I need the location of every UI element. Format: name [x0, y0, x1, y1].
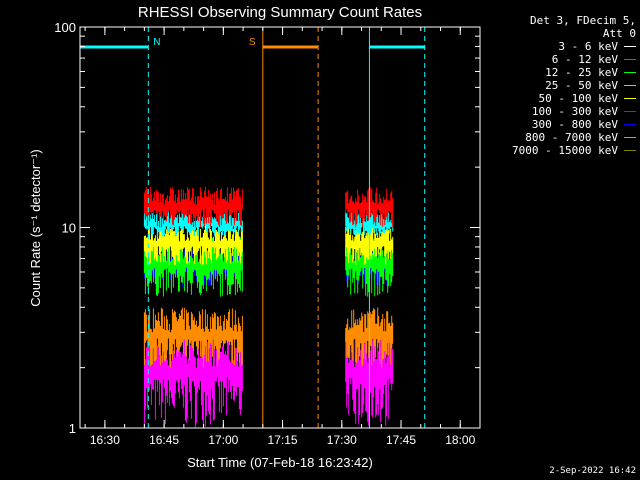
trace-100-300kev-seg0: [143, 186, 243, 228]
trace-800-7000kev-seg0: [143, 307, 243, 368]
x-tick-label-5: 17:45: [386, 433, 416, 447]
annotation-label-s: S: [249, 37, 256, 48]
legend-swatch: [624, 59, 636, 60]
legend-swatch: [624, 150, 636, 151]
legend-item-label: 50 - 100 keV: [538, 92, 618, 105]
legend-item: 6 - 12 keV: [480, 53, 636, 66]
x-tick-label-4: 17:30: [327, 433, 357, 447]
legend-item: 25 - 50 keV: [480, 79, 636, 92]
legend-swatch: [624, 124, 636, 125]
legend-item: 800 - 7000 keV: [480, 131, 636, 144]
legend-header-line1: Det 3, FDecim 5,: [530, 14, 636, 27]
legend-item-label: 800 - 7000 keV: [525, 131, 618, 144]
legend-swatch: [624, 72, 636, 73]
chart-title: RHESSI Observing Summary Count Rates: [138, 4, 422, 21]
trace-50-100kev-seg0: [143, 223, 243, 265]
legend-item: 3 - 6 keV: [480, 40, 636, 53]
legend-item-label: 25 - 50 keV: [545, 79, 618, 92]
x-axis-label: Start Time (07-Feb-18 16:23:42): [187, 455, 373, 470]
legend-item-label: 12 - 25 keV: [545, 66, 618, 79]
y-tick-label-2: 100: [54, 20, 76, 35]
x-tick-label-2: 17:00: [208, 433, 238, 447]
y-axis-label: Count Rate (s⁻¹ detector⁻¹): [28, 149, 43, 307]
trace-100-300kev-seg1: [345, 187, 394, 228]
legend-item: 12 - 25 keV: [480, 66, 636, 79]
trace-800-7000kev-seg1: [345, 307, 394, 368]
legend-header-line2: Att 0: [602, 27, 636, 40]
legend-item-label: 6 - 12 keV: [551, 53, 618, 66]
legend-item-label: 100 - 300 keV: [531, 105, 618, 118]
legend-item: 300 - 800 keV: [480, 118, 636, 131]
x-tick-label-0: 16:30: [90, 433, 120, 447]
legend-item: 100 - 300 keV: [480, 105, 636, 118]
legend: Det 3, FDecim 5, Att 0 3 - 6 keV 6 - 12 k…: [480, 14, 636, 157]
annotation-label-n: N: [153, 37, 160, 48]
legend-swatch: [624, 111, 636, 112]
legend-swatch: [624, 98, 636, 99]
y-tick-label-1: 10: [62, 221, 76, 236]
trace-50-100kev-seg1: [345, 224, 394, 265]
legend-item-label: 300 - 800 keV: [531, 118, 618, 131]
legend-swatch: [624, 85, 636, 86]
legend-item: 50 - 100 keV: [480, 92, 636, 105]
legend-item-label: 3 - 6 keV: [558, 40, 618, 53]
legend-item: 7000 - 15000 keV: [480, 144, 636, 157]
y-tick-label-0: 1: [69, 421, 76, 436]
legend-swatch: [624, 46, 636, 47]
date-stamp: 2-Sep-2022 16:42: [549, 466, 636, 476]
x-tick-label-6: 18:00: [445, 433, 475, 447]
trace-12-25kev-seg1: [345, 237, 394, 297]
trace-6-12kev-seg1: [345, 332, 394, 426]
x-tick-label-3: 17:15: [268, 433, 298, 447]
legend-swatch: [624, 137, 636, 138]
plot-frame: [79, 26, 481, 429]
x-tick-label-1: 16:45: [149, 433, 179, 447]
legend-item-label: 7000 - 15000 keV: [512, 144, 618, 157]
